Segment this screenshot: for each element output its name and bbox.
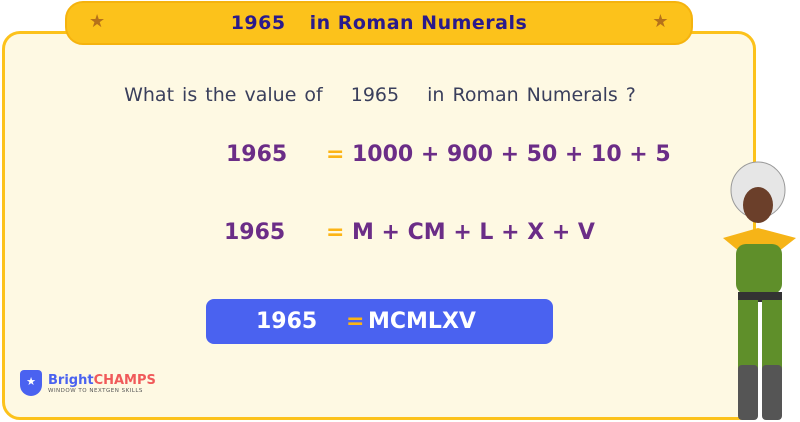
tagline: WINDOW TO NEXTGEN SKILLS (48, 387, 143, 394)
title-banner: ★ 1965 in Roman Numerals ★ (65, 1, 693, 45)
title-number: 1965 (230, 12, 286, 34)
roman-parts-number: 1965 (224, 220, 286, 245)
shield-star-icon: ★ (20, 370, 42, 396)
star-icon: ★ (89, 11, 106, 32)
thinking-character-illustration (723, 161, 796, 420)
content-card (2, 31, 756, 420)
equals-sign: = (326, 142, 345, 167)
equals-sign: = (346, 309, 365, 334)
expansion-value: 1000 + 900 + 50 + 10 + 5 (352, 142, 671, 167)
question: What is the value of 1965 in Roman Numeral… (0, 84, 760, 106)
star-icon: ★ (652, 11, 669, 32)
expansion-number: 1965 (226, 142, 288, 167)
answer-box: 1965 = MCMLXV (206, 299, 553, 344)
roman-parts-value: M + CM + L + X + V (352, 220, 595, 245)
expansion-row: 1965 = 1000 + 900 + 50 + 10 + 5 (226, 142, 671, 167)
brand-b: CHAMPS (93, 372, 156, 388)
answer-number: 1965 (256, 309, 318, 334)
answer-value: MCMLXV (368, 309, 476, 334)
question-number: 1965 (350, 84, 400, 106)
title-text: in Roman Numerals (309, 12, 528, 34)
roman-parts-row: 1965 = M + CM + L + X + V (224, 220, 595, 245)
question-suffix: in Roman Numerals ? (427, 84, 636, 106)
equals-sign: = (326, 220, 345, 245)
question-prefix: What is the value of (124, 84, 323, 106)
brightchamps-logo: ★ BrightCHAMPS WINDOW TO NEXTGEN SKILLS (20, 370, 156, 396)
brand-a: Bright (48, 372, 94, 388)
